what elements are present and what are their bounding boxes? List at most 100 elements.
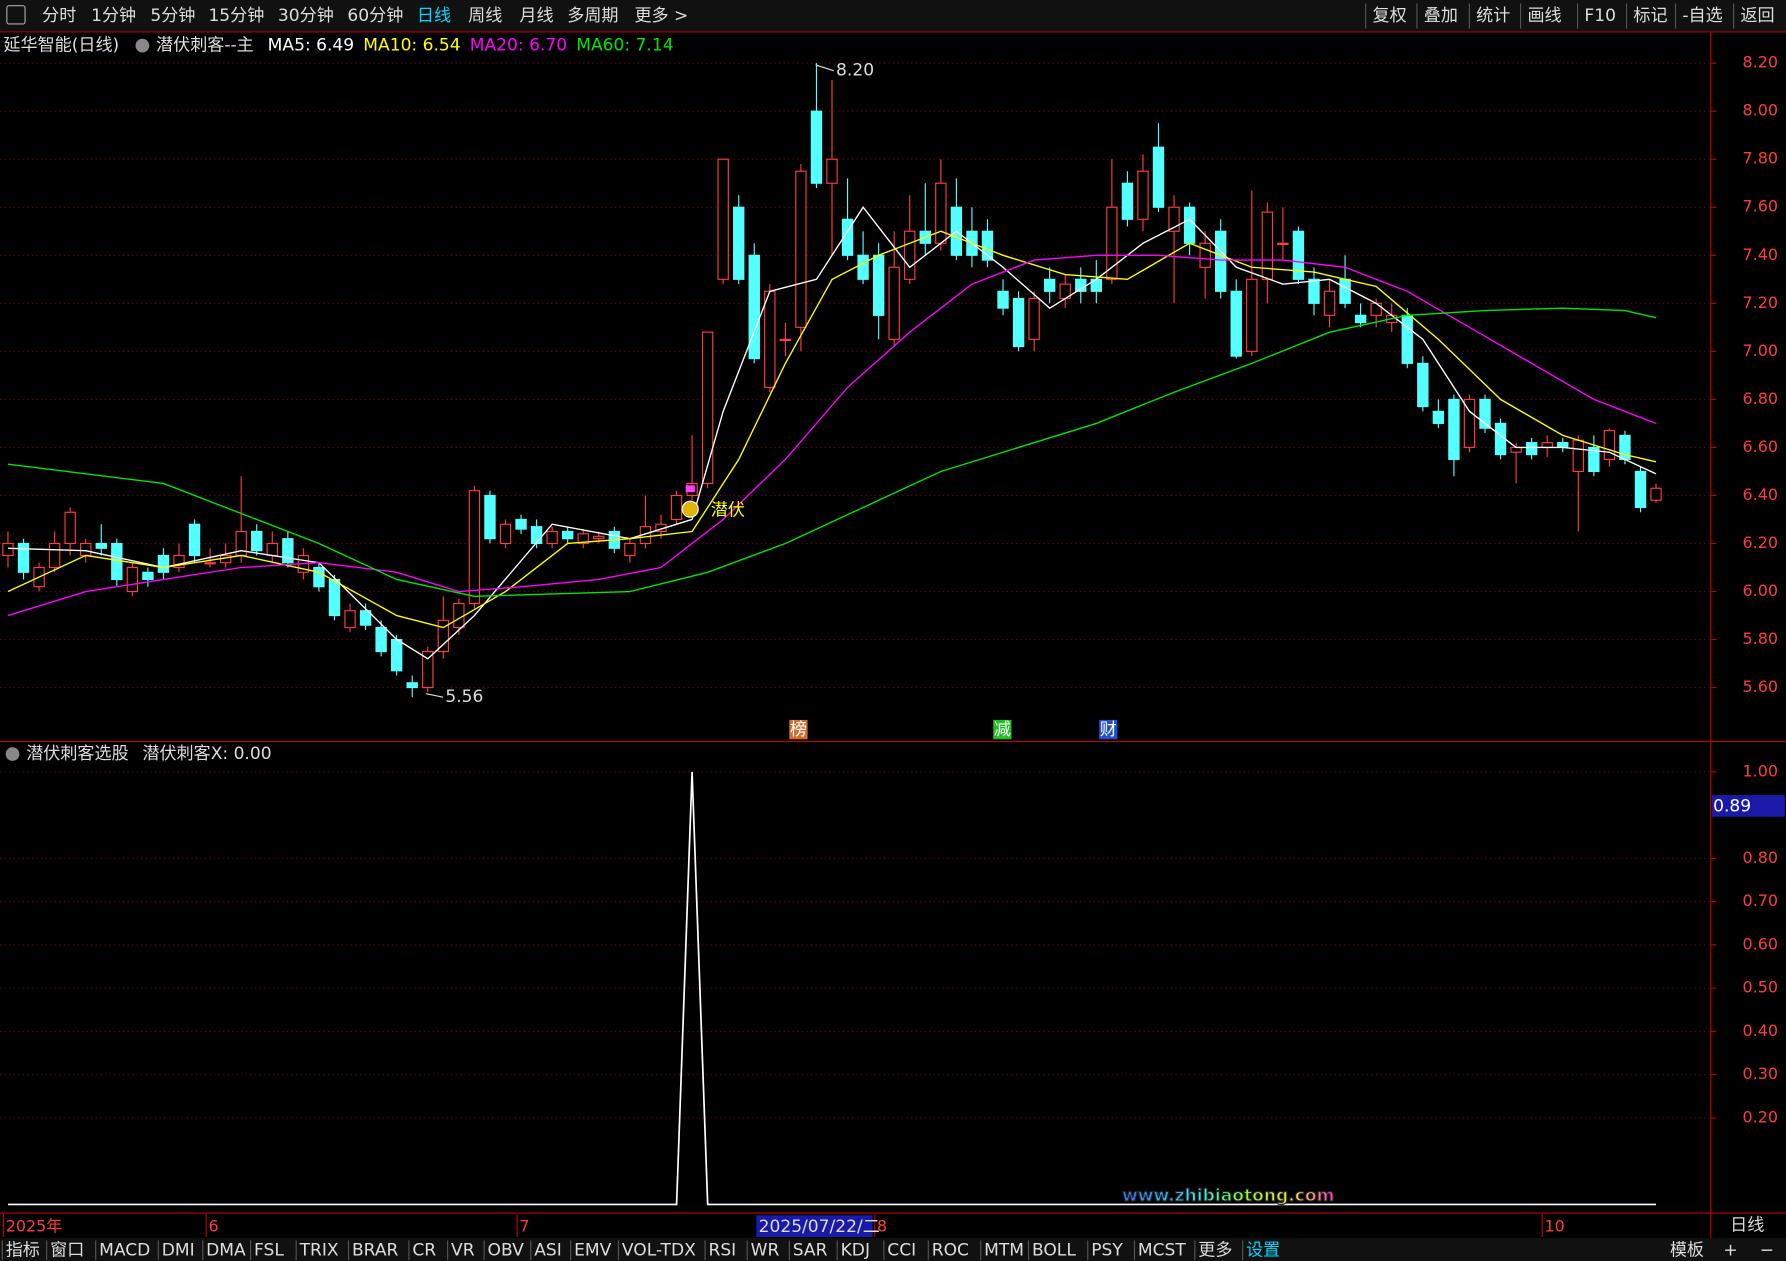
toolbar-button[interactable]: 分时	[42, 6, 76, 26]
y-tick-label: 0.50	[1743, 978, 1779, 997]
candle-body	[344, 610, 356, 629]
menu-icon[interactable]	[6, 5, 26, 25]
toolbar-button[interactable]: 日线	[417, 6, 451, 26]
toolbar-button[interactable]: 统计	[1476, 6, 1510, 26]
candle-body	[1323, 290, 1336, 316]
candle-body	[1168, 206, 1180, 232]
tab[interactable]: 设置	[1246, 1241, 1280, 1261]
tab[interactable]: MTM	[984, 1241, 1024, 1261]
candle-body	[1603, 430, 1616, 460]
tab[interactable]: TRIX	[299, 1241, 339, 1261]
candle-body	[142, 571, 154, 581]
candle-body	[1152, 146, 1165, 208]
candle-body	[499, 523, 512, 545]
tab[interactable]: 更多	[1198, 1241, 1232, 1261]
candle-body	[904, 230, 916, 280]
tab[interactable]: RSI	[708, 1241, 736, 1261]
candle-body	[841, 218, 854, 256]
indicator-legend: 潜伏刺客X: 0.00	[142, 744, 271, 764]
tab[interactable]: ROC	[932, 1241, 969, 1261]
tab[interactable]: +	[1723, 1241, 1737, 1261]
toolbar-button[interactable]: 15分钟	[208, 6, 264, 26]
tab[interactable]: CR	[412, 1241, 436, 1261]
tab[interactable]: DMI	[162, 1241, 195, 1261]
tab[interactable]: BRAR	[352, 1241, 399, 1261]
cursor-date-box	[756, 1215, 873, 1238]
candle-body	[328, 578, 341, 617]
y-tick-label: 6.00	[1743, 581, 1779, 600]
tab[interactable]: SAR	[793, 1241, 828, 1261]
signal-label: 潜伏	[711, 500, 745, 520]
tab[interactable]: FSL	[254, 1241, 284, 1261]
event-label[interactable]: 榜	[790, 720, 807, 740]
candle-body	[997, 290, 1009, 309]
toolbar-button[interactable]: 更多 >	[634, 6, 688, 26]
candle-body	[48, 542, 61, 569]
candle-body	[390, 638, 403, 672]
candle-body	[422, 650, 434, 689]
candle-body	[1432, 410, 1445, 424]
tab[interactable]: BOLL	[1032, 1241, 1076, 1261]
toolbar-button[interactable]: -自选	[1682, 6, 1722, 26]
indicator-icon[interactable]	[5, 747, 20, 761]
low-label: 5.56	[445, 687, 483, 707]
cursor-date: 2025/07/22/二	[759, 1217, 880, 1237]
toolbar-button[interactable]: 5分钟	[150, 6, 195, 26]
tab[interactable]: ASI	[534, 1241, 562, 1261]
formula-icon[interactable]	[135, 38, 150, 53]
candle-body	[764, 290, 776, 388]
toolbar-button[interactable]: 月线	[519, 6, 553, 26]
candle-body	[888, 266, 900, 340]
candle-body	[1417, 362, 1429, 408]
tab[interactable]: −	[1760, 1241, 1774, 1261]
tab[interactable]: OBV	[488, 1241, 525, 1261]
tab[interactable]: 模板	[1670, 1241, 1704, 1261]
tab[interactable]: CCI	[887, 1241, 916, 1261]
toolbar-button[interactable]: 60分钟	[347, 6, 403, 26]
toolbar-button[interactable]: 叠加	[1424, 6, 1458, 26]
toolbar-button[interactable]: 复权	[1373, 6, 1407, 26]
y-tick-label: 5.60	[1743, 677, 1779, 696]
candle-body	[266, 542, 278, 557]
toolbar-button[interactable]: 30分钟	[278, 6, 334, 26]
tab[interactable]: WR	[751, 1241, 780, 1261]
toolbar-button[interactable]: 标记	[1633, 6, 1667, 26]
y-tick-label: 5.80	[1743, 629, 1779, 648]
candle-body	[748, 254, 760, 360]
candle-body	[733, 206, 745, 280]
tab[interactable]: 指标	[6, 1241, 40, 1261]
event-label[interactable]: 减	[994, 720, 1011, 740]
event-badge[interactable]	[1099, 719, 1118, 740]
tab[interactable]: MCST	[1138, 1241, 1187, 1261]
candle-body	[530, 526, 543, 545]
tab[interactable]: VR	[451, 1241, 475, 1261]
candle-body	[1106, 206, 1118, 280]
tab[interactable]: MACD	[99, 1241, 150, 1261]
event-badge[interactable]	[993, 719, 1012, 740]
tab[interactable]: 窗口	[50, 1241, 84, 1261]
toolbar-button[interactable]: 周线	[468, 6, 502, 26]
tab[interactable]: KDJ	[841, 1241, 870, 1261]
cursor-value-box	[1711, 795, 1785, 817]
candle-body	[1572, 439, 1584, 473]
toolbar-button[interactable]: 1分钟	[91, 6, 136, 26]
tab[interactable]: VOL-TDX	[622, 1241, 696, 1261]
tab[interactable]: DMA	[206, 1241, 246, 1261]
candle-body	[188, 523, 201, 557]
tab[interactable]: EMV	[574, 1241, 612, 1261]
toolbar-button[interactable]: F10	[1584, 6, 1616, 26]
candle-body	[701, 331, 714, 485]
indicator-title: 潜伏刺客选股	[26, 744, 128, 764]
toolbar-button[interactable]: 返回	[1740, 6, 1774, 26]
toolbar-button[interactable]: 画线	[1527, 6, 1561, 26]
candle-body	[484, 494, 496, 540]
high-pointer	[815, 64, 834, 72]
candle-body	[779, 338, 792, 342]
toolbar-button[interactable]: 多周期	[567, 6, 618, 26]
tab[interactable]: PSY	[1091, 1241, 1123, 1261]
y-tick-label: 0.70	[1743, 891, 1779, 910]
candle-body	[670, 494, 683, 521]
candle-body	[810, 110, 823, 184]
event-label[interactable]: 财	[1100, 720, 1117, 740]
event-badge[interactable]	[789, 719, 808, 740]
